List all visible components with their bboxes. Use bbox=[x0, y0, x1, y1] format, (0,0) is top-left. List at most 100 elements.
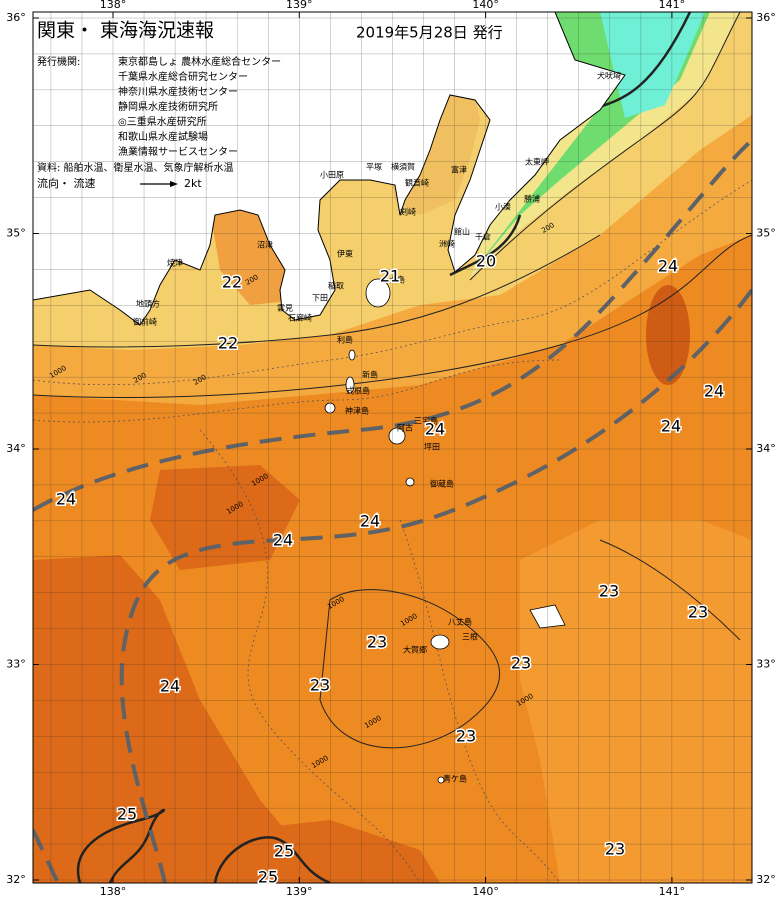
lat-label: 34° bbox=[6, 442, 26, 455]
cooler-water bbox=[520, 520, 752, 883]
temperature-label: 23 bbox=[688, 603, 708, 622]
temperature-label: 23 bbox=[456, 727, 476, 746]
temperature-label: 25 bbox=[274, 842, 294, 861]
place-name: 太東岬 bbox=[525, 157, 549, 167]
place-name: 阿古 bbox=[397, 423, 413, 433]
place-name: 小田原 bbox=[320, 171, 344, 180]
issuer: 漁業情報サービスセンター bbox=[118, 145, 238, 158]
graticule bbox=[33, 12, 752, 883]
place-name: 神津島 bbox=[345, 406, 369, 416]
issuer: 静岡県水産技術研究所 bbox=[118, 100, 218, 113]
legend-arrow-head bbox=[170, 181, 178, 187]
map-frame bbox=[32, 11, 753, 884]
issue-date: 2019年5月28日 発行 bbox=[356, 24, 503, 42]
lat-label: 32° bbox=[6, 873, 26, 886]
lon-label: 138° bbox=[100, 0, 127, 11]
temperature-label: 23 bbox=[367, 633, 387, 652]
temperature-label: 23 bbox=[599, 582, 619, 601]
place-name: 八丈島 bbox=[448, 617, 472, 627]
lon-label: 138° bbox=[100, 885, 127, 898]
place-name: 雲見 bbox=[277, 304, 293, 313]
place-name: 横須賀 bbox=[391, 162, 415, 172]
place-name: 新島 bbox=[362, 370, 378, 380]
land bbox=[33, 12, 626, 326]
lon-label: 140° bbox=[472, 885, 499, 898]
place-name: 三宅島 bbox=[414, 416, 438, 426]
place-name: 利島 bbox=[337, 335, 353, 345]
place-name: 沼津 bbox=[257, 240, 273, 250]
warm-core bbox=[230, 820, 440, 883]
temperature-label: 24 bbox=[658, 257, 678, 276]
place-name: 富津 bbox=[451, 165, 467, 175]
lon-label: 140° bbox=[472, 0, 499, 11]
title: 関東・ 東海海況速報 bbox=[37, 20, 214, 42]
lat-label: 33° bbox=[756, 658, 776, 671]
lat-label: 32° bbox=[756, 873, 776, 886]
temperature-label: 25 bbox=[117, 805, 137, 824]
place-name: 平塚 bbox=[366, 163, 382, 172]
lat-label: 36° bbox=[756, 11, 776, 24]
lat-label: 34° bbox=[756, 442, 776, 455]
place-name: 石廊崎 bbox=[288, 313, 312, 323]
issuers-label: 発行機関: bbox=[37, 55, 80, 68]
lat-label: 35° bbox=[6, 227, 26, 240]
depth-contours bbox=[33, 179, 752, 883]
place-name: 伊東 bbox=[337, 249, 353, 259]
lat-label: 36° bbox=[6, 11, 26, 24]
temperature-label: 24 bbox=[425, 420, 445, 439]
temperature-label: 23 bbox=[511, 654, 531, 673]
place-name: 大賀郷 bbox=[403, 645, 427, 655]
place-name: 剣崎 bbox=[400, 207, 416, 217]
lat-label: 33° bbox=[6, 658, 26, 671]
issuer: 東京都島しょ 農林水産総合センター bbox=[118, 55, 281, 68]
isotherms bbox=[33, 12, 752, 749]
issuer: 神奈川県水産技術センター bbox=[118, 85, 238, 98]
place-name: 下田 bbox=[312, 294, 328, 303]
sea-surface bbox=[33, 12, 752, 883]
lat-label: 35° bbox=[756, 227, 776, 240]
sources: 資料: 船舶水温、衛星水温、気象庁解析水温 bbox=[37, 161, 234, 174]
lon-label: 139° bbox=[286, 885, 313, 898]
temperature-label: 25 bbox=[258, 868, 278, 887]
temperature-label: 22 bbox=[218, 334, 238, 353]
temperature-label: 24 bbox=[704, 382, 724, 401]
place-name: 大島 bbox=[389, 275, 405, 285]
place-name: 勝浦 bbox=[524, 194, 540, 204]
place-name: 三根 bbox=[462, 632, 478, 642]
place-name: 稲取 bbox=[328, 281, 344, 291]
temperature-label: 20 bbox=[476, 252, 496, 271]
place-name: 館山 bbox=[454, 227, 470, 237]
legend-label: 流向・ 流速 bbox=[37, 176, 96, 190]
legend-speed: 2kt bbox=[184, 177, 202, 190]
temperature-label: 24 bbox=[273, 531, 293, 550]
temperature-label: 21 bbox=[380, 267, 400, 286]
temperature-label: 23 bbox=[310, 676, 330, 695]
temperature-label: 24 bbox=[360, 512, 380, 531]
lon-label: 139° bbox=[286, 0, 313, 11]
warm-core bbox=[646, 285, 690, 385]
place-name: 犬吠埼 bbox=[597, 71, 621, 81]
temperature-label: 24 bbox=[56, 490, 76, 509]
kuroshio-axis bbox=[33, 138, 752, 883]
place-name: 観音崎 bbox=[405, 178, 429, 188]
place-name: 御前崎 bbox=[133, 317, 157, 327]
lon-label: 141° bbox=[659, 885, 686, 898]
warm-core bbox=[150, 465, 300, 570]
lon-label: 141° bbox=[659, 0, 686, 11]
place-name: 坪田 bbox=[424, 443, 440, 452]
temperature-label: 24 bbox=[661, 417, 681, 436]
place-name: 青ケ島 bbox=[443, 774, 467, 784]
place-name: 地頭方 bbox=[136, 299, 160, 309]
warm-core bbox=[33, 555, 330, 883]
cold-water bbox=[600, 12, 705, 118]
issuer: ◎三重県水産研究所 bbox=[118, 115, 207, 128]
place-name: 御蔵島 bbox=[430, 479, 454, 489]
temperature-label: 24 bbox=[160, 677, 180, 696]
temperature-label: 23 bbox=[605, 840, 625, 859]
place-name: 小湊 bbox=[495, 202, 511, 212]
temperature-label: 22 bbox=[222, 273, 242, 292]
bay-water bbox=[210, 210, 300, 305]
issuer: 千葉県水産総合研究センター bbox=[118, 70, 248, 83]
place-name: 洲崎 bbox=[439, 239, 455, 249]
